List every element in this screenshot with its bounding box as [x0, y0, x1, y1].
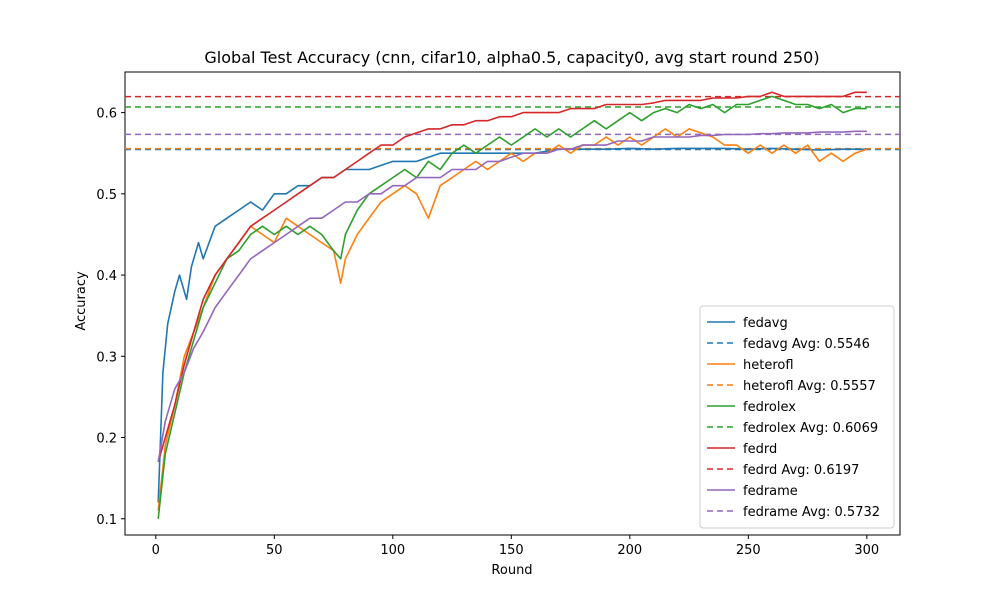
y-tick-label: 0.6: [96, 107, 117, 122]
fedrolex-series-line: [157, 95, 867, 519]
x-tick-label: 200: [617, 543, 642, 558]
fedrame-series-line: [157, 130, 867, 463]
legend-box: [699, 305, 895, 529]
heterofl-legend-label: heterofl: [743, 358, 794, 373]
x-tick-label: 100: [380, 543, 405, 558]
fedavg-legend-label: fedavg: [743, 316, 788, 331]
fedrame-avg-legend-label: fedrame Avg: 0.5732: [743, 505, 880, 520]
y-axis-label: Accuracy: [74, 271, 89, 331]
x-tick-label: 150: [499, 543, 524, 558]
y-tick-label: 0.3: [96, 350, 117, 365]
fedrame-legend-label: fedrame: [743, 484, 798, 499]
x-tick-label: 50: [266, 543, 283, 558]
chart-title: Global Test Accuracy (cnn, cifar10, alph…: [204, 48, 819, 67]
x-tick-label: 300: [854, 543, 879, 558]
plot-area: 0 50 100 150 200 250 300 0.1 0.2 0.3 0.4 0.5 0.6: [96, 71, 901, 558]
series-group: [125, 91, 900, 519]
plot-frame: [124, 71, 901, 536]
fedavg-series-line: [157, 147, 867, 503]
y-tick-label: 0.4: [96, 269, 117, 284]
x-tick-label: 250: [736, 543, 761, 558]
fedrd-legend-label: fedrd: [743, 442, 777, 457]
legend: fedavg fedavg Avg: 0.5546 heterofl heterofl…: [699, 305, 895, 529]
fedrolex-legend-label: fedrolex: [743, 400, 796, 415]
y-tick-label: 0.1: [96, 513, 117, 528]
y-tick-label: 0.2: [96, 432, 117, 447]
heterofl-avg-legend-label: heterofl Avg: 0.5557: [743, 379, 876, 394]
y-tick-label: 0.5: [96, 188, 117, 203]
fedavg-avg-legend-label: fedavg Avg: 0.5546: [743, 337, 870, 352]
x-axis-label: Round: [491, 563, 532, 578]
fedrolex-avg-legend-label: fedrolex Avg: 0.6069: [743, 421, 878, 436]
fedrd-series-line: [157, 91, 867, 463]
fedrd-avg-legend-label: fedrd Avg: 0.6197: [743, 463, 859, 478]
x-tick-label: 0: [152, 543, 160, 558]
